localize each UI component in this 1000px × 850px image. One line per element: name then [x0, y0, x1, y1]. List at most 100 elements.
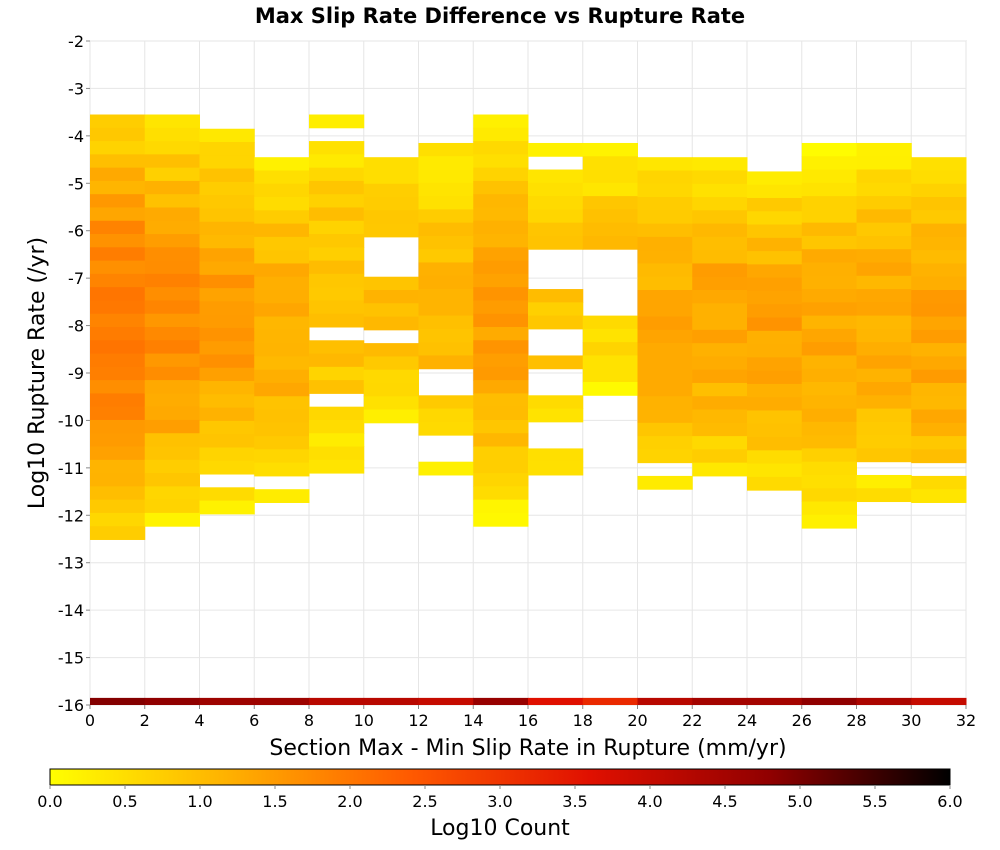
- heatmap-cell: [747, 437, 803, 451]
- heatmap-cell: [473, 260, 529, 275]
- heatmap-cell: [801, 368, 857, 383]
- heatmap-cell: [309, 406, 365, 421]
- y-tick-label: -10: [58, 411, 84, 430]
- heatmap-cell: [144, 273, 200, 288]
- heatmap-cell: [856, 209, 912, 224]
- heatmap-cell: [90, 326, 146, 341]
- heatmap-cell: [856, 315, 912, 330]
- heatmap-cell: [144, 207, 200, 222]
- heatmap-cell: [90, 526, 146, 540]
- heatmap-cell: [90, 419, 146, 434]
- heatmap-cell: [144, 300, 200, 315]
- heatmap-cell: [254, 183, 310, 198]
- heatmap-cell: [418, 342, 474, 356]
- heatmap-cell: [856, 448, 912, 463]
- y-tick-label: -3: [68, 79, 84, 98]
- heatmap-cell: [199, 381, 255, 395]
- heatmap-cell: [254, 396, 310, 411]
- heatmap-cell: [363, 356, 419, 371]
- heatmap-cell: [418, 421, 474, 436]
- heatmap-cell: [801, 249, 857, 263]
- heatmap-cell: [856, 275, 912, 290]
- heatmap-cell: [747, 450, 803, 465]
- heatmap-cell: [528, 448, 584, 463]
- colorbar-tick-label: 4.5: [712, 792, 737, 811]
- heatmap-cell: [911, 223, 967, 238]
- heatmap-cell: [801, 289, 857, 303]
- heatmap-cell: [473, 406, 529, 421]
- heatmap-cell: [199, 128, 255, 143]
- x-tick-label: 18: [573, 711, 593, 730]
- heatmap-cell: [911, 409, 967, 424]
- x-tick-label: 12: [408, 711, 428, 730]
- heatmap-cell: [801, 488, 857, 503]
- heatmap-cell: [473, 207, 529, 222]
- heatmap-cell: [473, 512, 529, 527]
- heatmap-cell: [418, 222, 474, 237]
- baseline-row: [90, 697, 967, 705]
- heatmap-cell: [473, 313, 529, 328]
- heatmap-cell: [254, 157, 310, 171]
- heatmap-cell: [911, 329, 967, 344]
- heatmap-cell: [856, 262, 912, 277]
- heatmap-cell: [856, 302, 912, 317]
- colorbar-tick-label: 0.5: [112, 792, 137, 811]
- heatmap-cell: [856, 222, 912, 237]
- heatmap-cell: [199, 434, 255, 448]
- heatmap-cell: [473, 353, 529, 368]
- heatmap-cell: [199, 234, 255, 249]
- heatmap-cell: [90, 207, 146, 222]
- heatmap-cell: [637, 382, 693, 397]
- heatmap-cell: [199, 248, 255, 263]
- heatmap-cell: [801, 156, 857, 171]
- heatmap-cell: [637, 316, 693, 331]
- heatmap-cell: [692, 263, 748, 278]
- heatmap-cell: [473, 287, 529, 301]
- heatmap-cell: [309, 273, 365, 288]
- heatmap-cell: [747, 410, 803, 425]
- heatmap-cell: [747, 237, 803, 252]
- heatmap-cell: [856, 382, 912, 396]
- heatmap-cell: [199, 341, 255, 356]
- baseline-cell: [582, 697, 638, 705]
- heatmap-cell: [582, 169, 638, 184]
- heatmap-cell: [144, 406, 200, 421]
- heatmap-cell: [199, 142, 255, 156]
- heatmap-cell: [692, 396, 748, 411]
- heatmap-cell: [747, 224, 803, 239]
- heatmap-cell: [90, 459, 146, 474]
- heatmap-cell: [199, 420, 255, 435]
- heatmap-cell: [199, 500, 255, 515]
- heatmap-cell: [418, 142, 474, 157]
- x-tick-label: 24: [737, 711, 757, 730]
- y-tick-label: -15: [58, 649, 84, 668]
- x-tick-label: 16: [518, 711, 538, 730]
- colorbar: [49, 768, 951, 786]
- heatmap-cell: [801, 275, 857, 290]
- heatmap-cell: [144, 512, 200, 527]
- heatmap-cell: [254, 236, 310, 251]
- heatmap-cell: [144, 353, 200, 368]
- baseline-cell: [747, 697, 803, 705]
- colorbar-tick-label: 1.0: [187, 792, 212, 811]
- heatmap-cell: [90, 300, 146, 315]
- heatmap-cell: [199, 261, 255, 276]
- heatmap-cell: [473, 473, 529, 487]
- heatmap-cell: [199, 367, 255, 382]
- x-axis-ticks: 0 2 4 6 8 10 12 14 16 18 20 22 24 26 28 30 32: [85, 705, 976, 730]
- heatmap-cell: [309, 459, 365, 474]
- colorbar-tick-label: 5.0: [787, 792, 812, 811]
- heatmap-cell: [747, 184, 803, 199]
- heatmap-cell: [309, 287, 365, 301]
- heatmap-cell: [747, 330, 803, 345]
- heatmap-cell: [90, 499, 146, 514]
- heatmap-cell: [637, 183, 693, 198]
- heatmap-cell: [309, 313, 365, 328]
- heatmap-cell: [692, 382, 748, 397]
- x-tick-label: 32: [956, 711, 976, 730]
- heatmap-cell: [254, 343, 310, 357]
- heatmap-cell: [199, 327, 255, 342]
- heatmap-cell: [144, 234, 200, 248]
- heatmap-cell: [692, 436, 748, 450]
